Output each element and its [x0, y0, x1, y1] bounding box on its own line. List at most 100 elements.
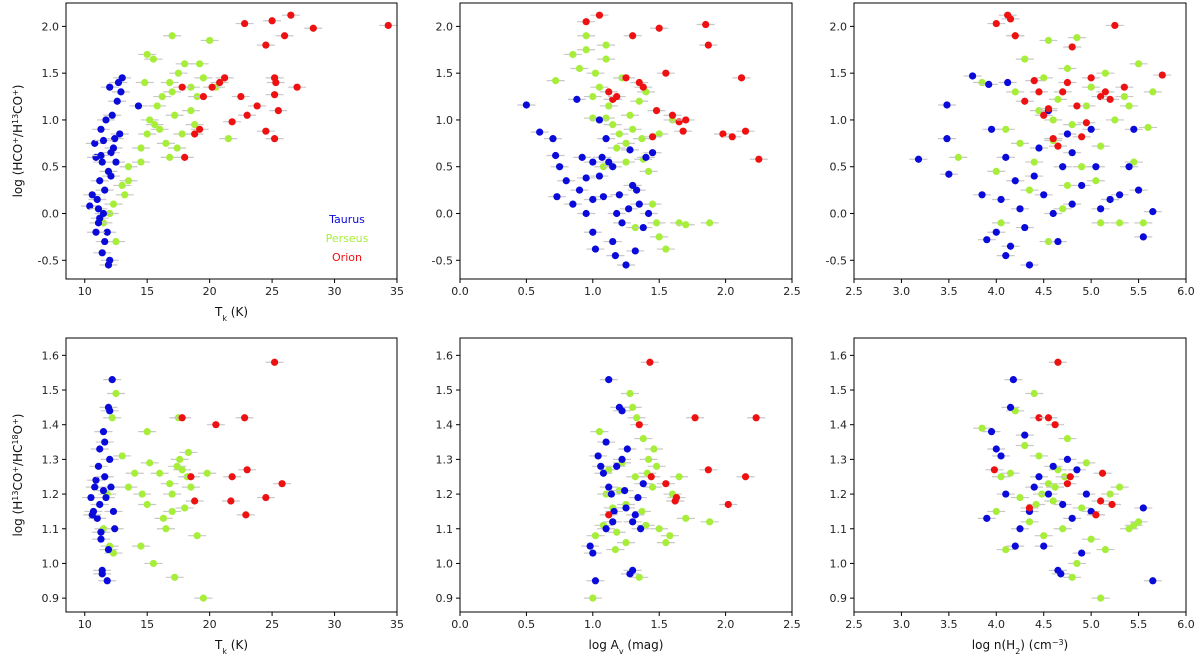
data-points	[581, 358, 766, 602]
data-point-taurus	[615, 191, 623, 199]
data-point-orion	[635, 78, 643, 87]
data-point-taurus	[621, 487, 629, 495]
panel-3: 2.5 3.0 3.5 4.0 4.5 5.0 5.5 6.0 -0.5 0.0 0.5 1.0 1.5…	[826, 2, 1195, 298]
data-point-perseus	[168, 490, 176, 498]
y-tick-label: 1.5	[436, 67, 454, 80]
data-point-perseus	[1078, 504, 1086, 512]
data-point-orion	[178, 83, 186, 91]
x-tick-label: 3.0	[893, 618, 911, 631]
data-point-taurus	[101, 473, 109, 481]
data-point-perseus	[635, 97, 643, 105]
x-tick-label: 2.5	[783, 285, 801, 298]
data-point-orion	[228, 118, 236, 126]
data-point-perseus	[171, 111, 179, 119]
data-point-orion	[228, 473, 236, 481]
data-point-orion	[241, 414, 249, 422]
x-tick-label: 5.0	[1082, 285, 1100, 298]
data-point-perseus	[644, 167, 653, 176]
data-point-orion	[216, 78, 224, 87]
data-point-perseus	[626, 111, 634, 119]
data-point-taurus	[99, 136, 108, 145]
data-point-orion	[662, 480, 670, 488]
data-point-taurus	[1078, 181, 1086, 190]
data-point-perseus	[622, 158, 630, 166]
y-tick-label: 1.2	[436, 488, 454, 501]
data-point-orion	[702, 20, 710, 29]
data-point-orion	[191, 130, 199, 138]
y-tick-label: 0.5	[42, 161, 60, 174]
y-tick-label: 2.0	[436, 20, 454, 33]
data-point-perseus	[631, 473, 639, 481]
data-point-orion	[1059, 88, 1067, 96]
data-point-perseus	[156, 469, 164, 477]
data-point-taurus	[1130, 125, 1138, 133]
data-point-taurus	[618, 455, 626, 463]
data-point-orion	[253, 102, 261, 110]
data-point-perseus	[648, 483, 657, 491]
data-point-orion	[262, 41, 270, 49]
data-point-orion	[691, 414, 699, 422]
data-point-taurus	[625, 205, 633, 213]
data-point-taurus	[97, 528, 105, 536]
data-point-taurus	[116, 130, 124, 138]
series-perseus	[94, 389, 217, 602]
data-point-taurus	[622, 261, 630, 269]
data-point-taurus	[1006, 242, 1015, 250]
data-point-orion	[227, 497, 235, 505]
data-point-taurus	[98, 158, 106, 166]
data-point-taurus	[1011, 177, 1019, 185]
data-point-orion	[1092, 511, 1100, 519]
data-point-perseus	[108, 414, 116, 422]
data-point-perseus	[1002, 545, 1010, 554]
data-point-taurus	[1006, 403, 1015, 411]
data-point-taurus	[108, 111, 116, 119]
data-point-perseus	[146, 459, 154, 467]
data-point-perseus	[992, 167, 1000, 176]
data-point-perseus	[174, 69, 183, 77]
data-point-perseus	[112, 389, 120, 398]
x-tick-label: 20	[203, 618, 217, 631]
data-point-taurus	[609, 237, 617, 246]
data-point-perseus	[168, 32, 176, 40]
data-point-perseus	[1097, 219, 1105, 227]
data-point-perseus	[1134, 518, 1143, 526]
data-point-taurus	[609, 518, 617, 526]
data-point-perseus	[206, 36, 214, 45]
data-point-taurus	[113, 97, 121, 105]
series-orion	[987, 11, 1172, 150]
data-point-taurus	[607, 490, 615, 498]
data-point-taurus	[1054, 237, 1062, 246]
data-point-perseus	[629, 403, 637, 411]
data-point-taurus	[582, 209, 590, 218]
data-point-taurus	[992, 445, 1000, 453]
data-point-orion	[752, 414, 760, 422]
data-point-taurus	[92, 476, 100, 484]
y-tick-label: 1.0	[42, 557, 60, 570]
data-point-taurus	[1021, 431, 1029, 439]
data-point-perseus	[1002, 125, 1010, 133]
plot-frame	[853, 2, 1187, 280]
x-tick-label: 4.0	[988, 618, 1006, 631]
x-axis-label: Tk (K)	[214, 638, 248, 656]
y-tick-label: 1.6	[830, 349, 848, 362]
data-point-taurus	[102, 116, 110, 124]
data-point-perseus	[602, 55, 610, 63]
data-point-perseus	[633, 414, 641, 422]
data-point-orion	[1051, 421, 1059, 429]
data-point-perseus	[615, 130, 623, 138]
data-point-taurus	[108, 376, 116, 384]
data-point-perseus	[171, 573, 179, 581]
data-point-taurus	[1149, 208, 1157, 216]
data-point-perseus	[143, 428, 151, 436]
data-point-perseus	[655, 525, 663, 533]
data-point-taurus	[96, 177, 104, 185]
series-orion	[985, 358, 1122, 519]
data-point-orion	[243, 111, 251, 119]
data-point-taurus	[112, 158, 120, 166]
data-point-taurus	[613, 209, 621, 218]
data-point-orion	[613, 92, 621, 101]
series-orion	[173, 358, 292, 519]
data-point-perseus	[1130, 158, 1138, 166]
data-point-taurus	[1030, 172, 1038, 180]
data-point-perseus	[1021, 55, 1029, 63]
